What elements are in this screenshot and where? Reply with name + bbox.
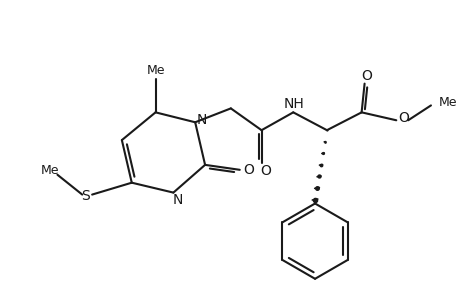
Text: O: O [259,164,270,178]
Text: O: O [243,163,253,177]
Text: O: O [397,111,408,125]
Text: O: O [360,69,371,83]
Text: N: N [172,193,182,206]
Text: NH: NH [283,98,304,111]
Text: Me: Me [146,64,164,77]
Text: N: N [196,113,207,127]
Text: Me: Me [438,96,456,109]
Text: Me: Me [40,164,59,177]
Text: S: S [81,189,90,202]
